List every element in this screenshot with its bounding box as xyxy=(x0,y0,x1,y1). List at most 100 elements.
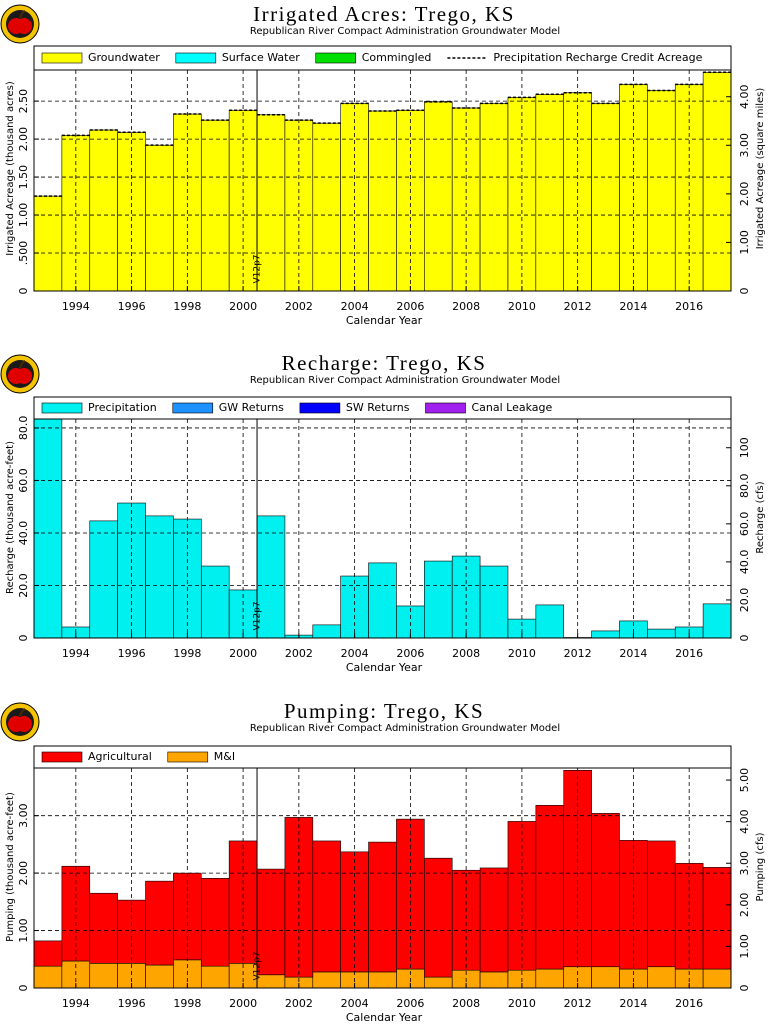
x-tick-label: 2002 xyxy=(285,997,313,1010)
x-tick-label: 2002 xyxy=(285,647,313,660)
y2-tick-label: 100 xyxy=(738,437,751,458)
bar xyxy=(340,575,369,639)
bar xyxy=(33,940,63,967)
y2-tick-label: 3.00 xyxy=(738,133,751,158)
bar xyxy=(479,867,509,973)
y-tick-label: 1.50 xyxy=(17,165,30,190)
bar xyxy=(479,103,509,292)
y-tick-label: 80.0 xyxy=(17,416,30,441)
legend-label: Commingled xyxy=(362,51,432,64)
chart-title: Irrigated Acres: Trego, KS xyxy=(253,2,515,26)
y2-tick-label: 2.00 xyxy=(738,893,751,918)
y2-tick-label: 80.0 xyxy=(738,474,751,499)
legend-swatch xyxy=(41,751,83,763)
bar xyxy=(145,880,174,966)
bar xyxy=(145,515,174,639)
bar xyxy=(200,119,230,292)
bar xyxy=(535,968,565,989)
bar xyxy=(647,840,676,968)
bar xyxy=(312,122,341,292)
y2-tick-label: 0 xyxy=(738,985,751,992)
bar xyxy=(647,628,676,639)
x-tick-label: 2008 xyxy=(452,647,480,660)
legend-swatch xyxy=(172,402,214,414)
x-tick-label: 2004 xyxy=(341,300,369,313)
bar xyxy=(591,630,620,639)
y2-tick-label: 4.00 xyxy=(738,809,751,834)
legend-label: Groundwater xyxy=(88,51,160,64)
x-tick-label: 1998 xyxy=(173,997,201,1010)
x-tick-label: 2012 xyxy=(564,300,592,313)
bar xyxy=(424,857,453,978)
bar xyxy=(591,966,620,989)
bar xyxy=(647,966,676,989)
bar xyxy=(424,976,453,989)
y-tick-label: 60.0 xyxy=(17,468,30,493)
bar xyxy=(89,963,118,989)
bar xyxy=(256,868,286,976)
y2-tick-label: 1.00 xyxy=(738,230,751,255)
x-tick-label: 1998 xyxy=(173,300,201,313)
legend-label: Agricultural xyxy=(88,750,152,763)
chart-subtitle: Republican River Compact Administration … xyxy=(250,375,560,386)
y-tick-label: 3.00 xyxy=(17,803,30,828)
bar xyxy=(702,603,732,639)
x-tick-label: 2000 xyxy=(229,647,257,660)
x-tick-label: 2006 xyxy=(396,647,424,660)
y2-tick-label: 60.0 xyxy=(738,512,751,537)
x-tick-label: 1998 xyxy=(173,647,201,660)
y2-axis-label: Recharge (cfs) xyxy=(755,481,766,553)
x-axis-label: Calendar Year xyxy=(346,661,423,674)
x-axis-label: Calendar Year xyxy=(346,1011,423,1024)
plot-frame xyxy=(33,745,732,989)
bar xyxy=(368,841,397,973)
bar xyxy=(647,90,676,292)
x-tick-label: 2014 xyxy=(619,647,647,660)
x-tick-label: 2016 xyxy=(675,647,703,660)
x-tick-label: 1994 xyxy=(62,647,90,660)
x-tick-label: 2008 xyxy=(452,300,480,313)
x-tick-label: 1994 xyxy=(62,300,90,313)
y2-tick-label: 40.0 xyxy=(738,550,751,575)
x-tick-label: 2006 xyxy=(396,300,424,313)
bar xyxy=(702,968,732,989)
x-tick-label: 1996 xyxy=(118,300,146,313)
y2-axis-label: Pumping (cfs) xyxy=(755,832,766,901)
y-tick-label: 0 xyxy=(17,635,30,642)
y-axis-label: Recharge (thousand acre-feet) xyxy=(5,441,16,594)
annotation-text: V12p7 xyxy=(253,601,263,630)
bar xyxy=(451,869,481,971)
x-tick-label: 2014 xyxy=(619,300,647,313)
bar xyxy=(535,94,565,292)
bar xyxy=(145,964,174,989)
legend-label: M&I xyxy=(214,750,235,763)
bar xyxy=(424,560,453,639)
x-tick-label: 2000 xyxy=(229,300,257,313)
legend-label: Surface Water xyxy=(222,51,300,64)
plot-frame xyxy=(33,45,732,292)
bar xyxy=(145,144,174,292)
legend-swatch xyxy=(41,402,83,414)
bar xyxy=(479,565,509,639)
x-tick-label: 2012 xyxy=(564,647,592,660)
chart-title: Pumping: Trego, KS xyxy=(284,699,484,723)
annotation-text: V12p7 xyxy=(253,951,263,980)
x-tick-label: 1996 xyxy=(118,647,146,660)
bar xyxy=(200,565,230,639)
y2-axis-label: Irrigated Acreage (square miles) xyxy=(755,88,766,250)
bar xyxy=(619,84,648,292)
bar xyxy=(368,562,397,639)
legend-swatch xyxy=(315,52,357,64)
x-tick-label: 2008 xyxy=(452,997,480,1010)
y2-tick-label: 0 xyxy=(738,288,751,295)
bar xyxy=(368,971,397,989)
x-tick-label: 2012 xyxy=(564,997,592,1010)
x-tick-label: 2010 xyxy=(508,647,536,660)
bar xyxy=(33,418,63,639)
logo xyxy=(0,354,40,394)
legend-label: GW Returns xyxy=(219,401,284,414)
x-axis-label: Calendar Year xyxy=(346,314,423,327)
x-tick-label: 1996 xyxy=(118,997,146,1010)
legend-label: SW Returns xyxy=(346,401,410,414)
legend-swatch xyxy=(167,751,209,763)
